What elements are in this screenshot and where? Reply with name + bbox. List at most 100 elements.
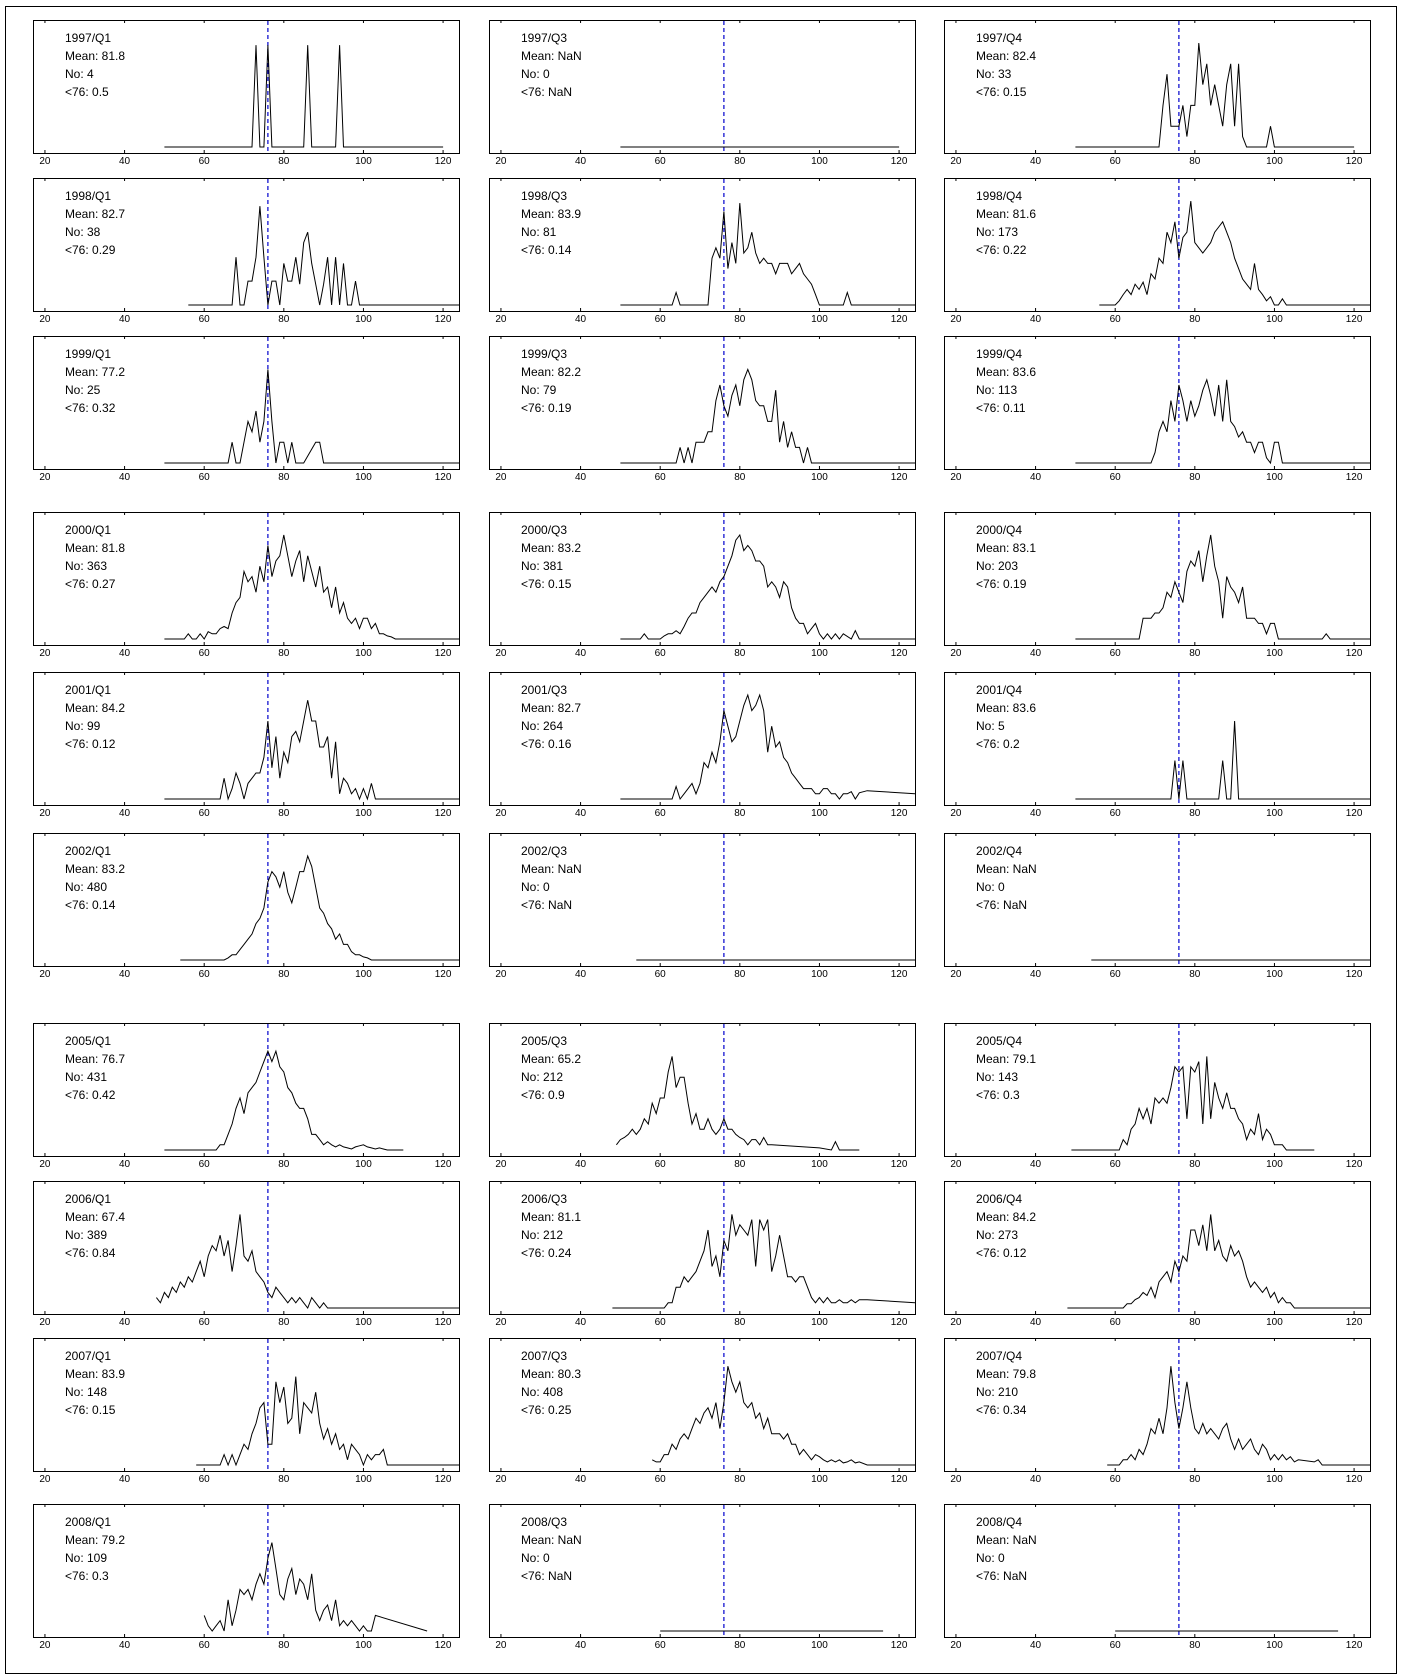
plot-area — [33, 1338, 460, 1472]
x-tick-label: 20 — [950, 1640, 962, 1651]
x-tick-label: 80 — [278, 314, 290, 325]
panel-plot: 20 40 60 80 100 120 — [489, 20, 916, 167]
x-tick-label: 60 — [655, 1317, 667, 1328]
x-tick-label: 100 — [355, 156, 372, 167]
panel-stats: 2000/Q3 Mean: 83.2 No: 381 <76: 0.15 — [521, 521, 581, 593]
distribution-line — [164, 1049, 404, 1151]
mean-label: Mean: 83.9 — [65, 1367, 126, 1381]
panel-plot: 20 40 60 80 100 120 — [489, 672, 916, 819]
x-tick-label: 80 — [1189, 156, 1201, 167]
x-tick-label: 80 — [278, 1317, 290, 1328]
count-label: No: 173 — [976, 225, 1019, 239]
period-label: 2007/Q3 — [521, 1349, 568, 1363]
x-tick-label: 80 — [734, 648, 746, 659]
x-tick-label: 20 — [950, 472, 962, 483]
distribution-line — [1067, 1214, 1370, 1309]
plot-area — [489, 833, 916, 967]
x-tick-label: 80 — [734, 969, 746, 980]
plot-area — [944, 672, 1371, 806]
x-tick-label: 100 — [1266, 156, 1283, 167]
panel-stats: 1997/Q4 Mean: 82.4 No: 33 <76: 0.15 — [976, 29, 1036, 101]
panel-stats: 1999/Q4 Mean: 83.6 No: 113 <76: 0.11 — [976, 345, 1036, 417]
plot-area — [489, 20, 916, 154]
plot-area — [489, 1023, 916, 1157]
x-tick-label: 100 — [811, 1640, 828, 1651]
x-tick-label: 120 — [1346, 1159, 1363, 1170]
x-tick-label: 120 — [1346, 1474, 1363, 1485]
x-tick-label: 20 — [950, 969, 962, 980]
plot-area — [33, 1023, 460, 1157]
x-tick-label: 40 — [119, 314, 131, 325]
panel-stats: 2001/Q3 Mean: 82.7 No: 264 <76: 0.16 — [521, 681, 581, 753]
below-76-label: <76: 0.19 — [976, 577, 1027, 591]
x-tick-label: 40 — [575, 1640, 587, 1651]
count-label: No: 381 — [521, 559, 564, 573]
x-tick-label: 60 — [1110, 808, 1122, 819]
mean-label: Mean: 79.2 — [65, 1533, 126, 1547]
count-label: No: 389 — [65, 1228, 108, 1242]
x-tick-label: 60 — [199, 472, 211, 483]
histogram-panel: 20 40 60 80 100 120 2002/Q4 Mean: NaN No: 0 <76: … — [942, 831, 1404, 980]
x-tick-label: 20 — [950, 648, 962, 659]
period-label: 1998/Q1 — [65, 189, 112, 203]
below-76-label: <76: NaN — [521, 85, 573, 99]
x-tick-label: 60 — [199, 648, 211, 659]
count-label: No: 109 — [65, 1551, 108, 1565]
x-tick-label: 40 — [1030, 969, 1042, 980]
panel-stats: 1999/Q1 Mean: 77.2 No: 25 <76: 0.32 — [65, 345, 125, 417]
distribution-line — [164, 45, 444, 148]
x-tick-label: 20 — [39, 472, 51, 483]
panel-plot: 20 40 60 80 100 120 — [33, 178, 460, 325]
period-label: 2002/Q3 — [521, 844, 568, 858]
x-tick-label: 40 — [575, 156, 587, 167]
panel-plot: 20 40 60 80 100 120 — [944, 20, 1371, 167]
x-tick-label: 120 — [891, 648, 908, 659]
histogram-panel: 20 40 60 80 100 120 2007/Q1 Mean: 83.9 No: 148 <7… — [31, 1336, 493, 1485]
x-tick-label: 80 — [734, 1640, 746, 1651]
x-tick-label: 120 — [435, 472, 452, 483]
below-76-label: <76: 0.16 — [521, 737, 572, 751]
histogram-panel: 20 40 60 80 100 120 1998/Q3 Mean: 83.9 No: 81 <76… — [487, 176, 949, 325]
plot-area — [33, 833, 460, 967]
period-label: 2000/Q1 — [65, 523, 112, 537]
count-label: No: 38 — [65, 225, 101, 239]
mean-label: Mean: 81.8 — [65, 541, 126, 555]
panel-stats: 2002/Q3 Mean: NaN No: 0 <76: NaN — [521, 842, 582, 914]
panel-plot: 20 40 60 80 100 120 — [33, 1181, 460, 1328]
x-tick-label: 80 — [734, 472, 746, 483]
panel-plot: 20 40 60 80 100 120 — [489, 178, 916, 325]
panel-stats: 2005/Q3 Mean: 65.2 No: 212 <76: 0.9 — [521, 1032, 581, 1104]
x-tick-label: 40 — [575, 1159, 587, 1170]
mean-label: Mean: 84.2 — [976, 1210, 1037, 1224]
x-tick-label: 20 — [39, 156, 51, 167]
plot-area — [944, 336, 1371, 470]
x-tick-label: 60 — [1110, 472, 1122, 483]
x-tick-label: 20 — [39, 648, 51, 659]
panel-stats: 2007/Q3 Mean: 80.3 No: 408 <76: 0.25 — [521, 1347, 581, 1419]
below-76-label: <76: 0.84 — [65, 1246, 116, 1260]
x-tick-label: 40 — [575, 472, 587, 483]
distribution-line — [620, 203, 915, 306]
x-tick-label: 60 — [199, 314, 211, 325]
x-tick-label: 20 — [950, 1474, 962, 1485]
histogram-panel: 20 40 60 80 100 120 2000/Q3 Mean: 83.2 No: 381 <7… — [487, 510, 949, 659]
period-label: 2008/Q3 — [521, 1515, 568, 1529]
plot-area — [944, 1504, 1371, 1638]
histogram-panel: 20 40 60 80 100 120 2006/Q3 Mean: 81.1 No: 212 <7… — [487, 1179, 949, 1328]
histogram-panel: 20 40 60 80 100 120 2006/Q1 Mean: 67.4 No: 389 <7… — [31, 1179, 493, 1328]
panel-stats: 1997/Q1 Mean: 81.8 No: 4 <76: 0.5 — [65, 29, 125, 101]
x-tick-label: 80 — [1189, 648, 1201, 659]
mean-label: Mean: NaN — [976, 862, 1037, 876]
count-label: No: 0 — [521, 1551, 550, 1565]
panel-plot: 20 40 60 80 100 120 — [33, 1023, 460, 1170]
x-tick-label: 20 — [950, 808, 962, 819]
count-label: No: 212 — [521, 1070, 564, 1084]
period-label: 2001/Q1 — [65, 683, 112, 697]
panel-stats: 1998/Q4 Mean: 81.6 No: 173 <76: 0.22 — [976, 187, 1036, 259]
x-tick-label: 100 — [355, 648, 372, 659]
period-label: 2007/Q4 — [976, 1349, 1023, 1363]
below-76-label: <76: 0.14 — [521, 243, 572, 257]
mean-label: Mean: 79.1 — [976, 1052, 1037, 1066]
distribution-line — [1099, 200, 1370, 306]
x-tick-label: 20 — [495, 1317, 507, 1328]
